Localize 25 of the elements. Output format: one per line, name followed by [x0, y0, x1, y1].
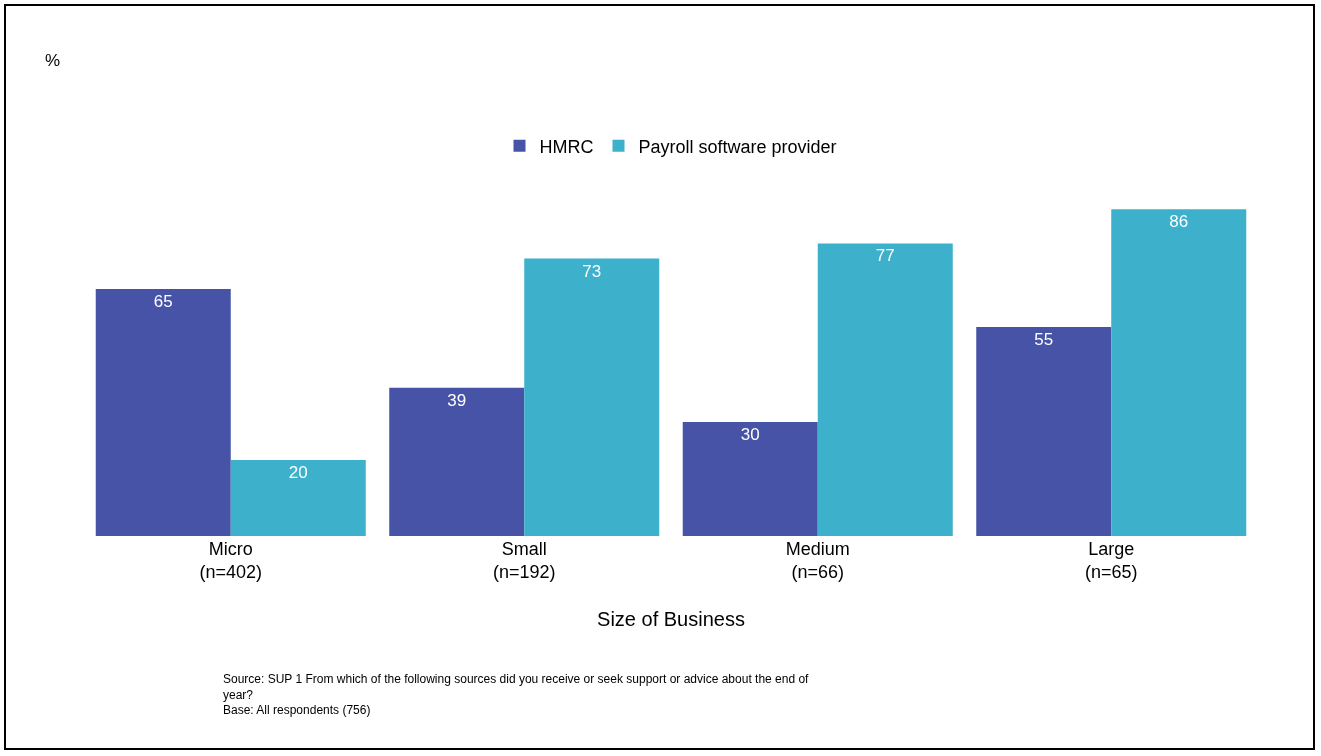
bar	[817, 243, 953, 536]
bar	[524, 258, 660, 536]
bar	[976, 327, 1112, 536]
legend-label: HMRC	[539, 136, 594, 157]
x-tick-label: Small (n=192)	[492, 539, 556, 583]
source-note: Source: SUP 1 From which of the following sources did you receive or seek support or advice about the end of year? Base: All respondents (756)	[223, 672, 810, 718]
data-label: 73	[582, 261, 602, 281]
x-axis-title: Size of Business	[597, 607, 745, 630]
data-label: 55	[1034, 330, 1054, 349]
x-tick-label: Large (n=65)	[1084, 539, 1138, 583]
data-label: 39	[447, 390, 467, 410]
x-tick-label: Medium (n=66)	[785, 539, 850, 583]
data-label: 30	[740, 425, 760, 444]
legend-label: Payroll software provider	[638, 136, 837, 157]
bar	[682, 422, 818, 536]
data-label: 20	[288, 463, 308, 482]
text: %	[45, 51, 61, 70]
bar	[230, 460, 366, 536]
data-label: 86	[1169, 212, 1189, 232]
bar	[389, 387, 525, 536]
data-label: 65	[153, 292, 173, 311]
x-tick-label: Micro (n=402)	[199, 539, 263, 583]
bar	[95, 289, 231, 536]
bar	[1111, 209, 1247, 536]
data-label: 77	[875, 246, 895, 266]
